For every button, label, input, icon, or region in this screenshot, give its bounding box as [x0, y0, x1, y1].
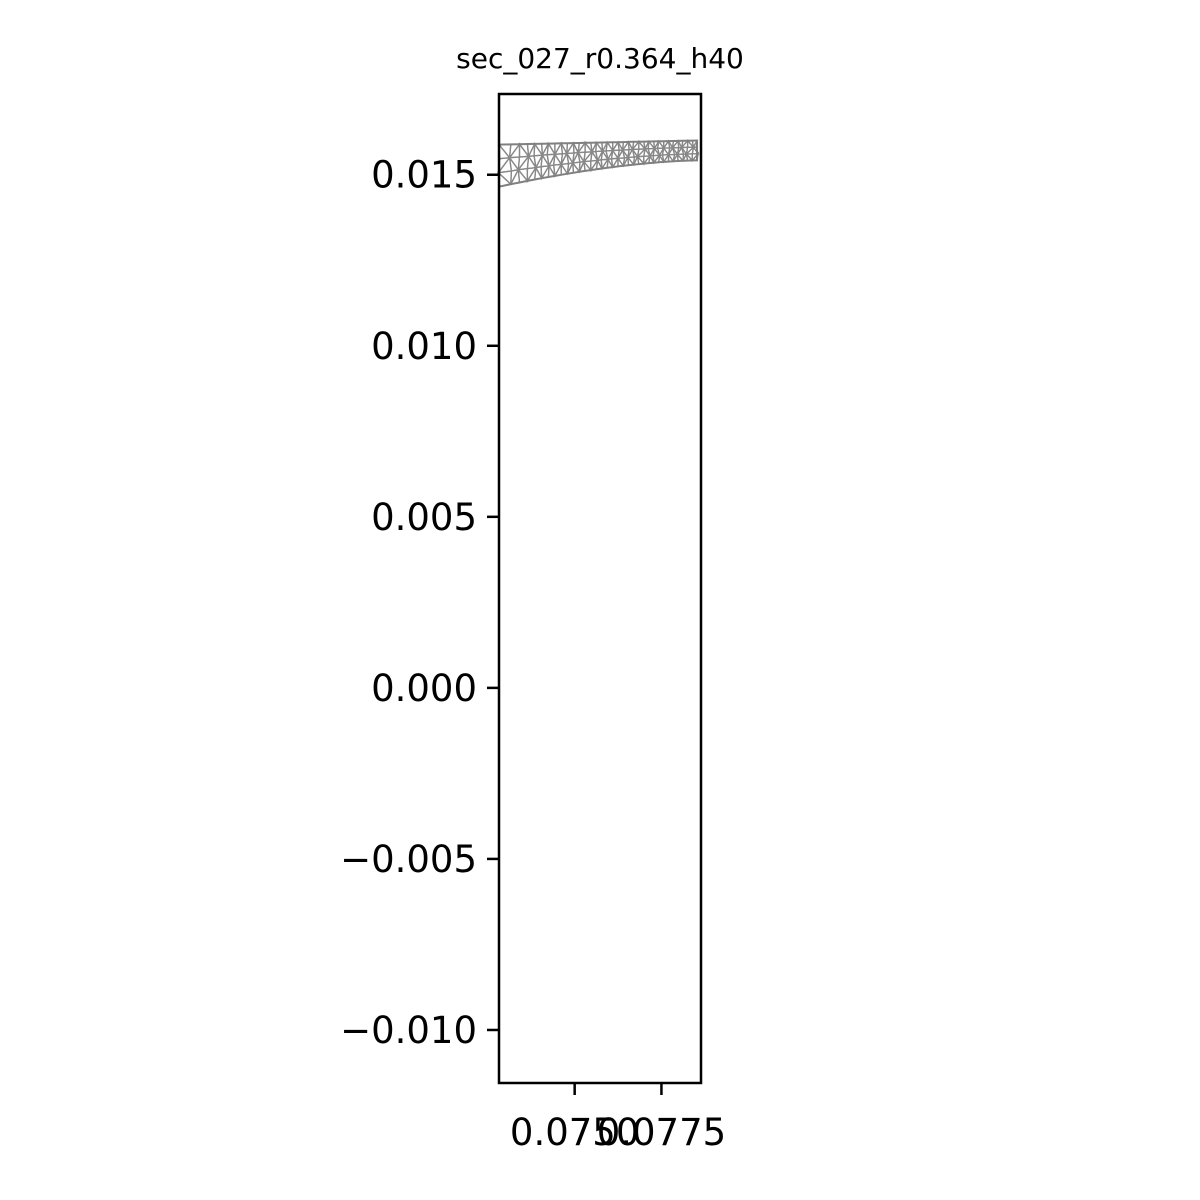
y-tick-label: −0.005	[340, 838, 477, 881]
y-tick-label: 0.015	[371, 154, 477, 197]
mesh-triangle	[552, 152, 563, 166]
mesh-triangle	[667, 140, 674, 149]
y-tick-label: 0.005	[371, 496, 477, 539]
mesh-triangle	[577, 152, 585, 163]
x-tick-label: 0.0775	[597, 1111, 726, 1154]
mesh-triangle	[546, 141, 557, 156]
plot-frame	[497, 92, 703, 1085]
y-tick-label: 0.010	[371, 325, 477, 368]
mesh-triangle	[617, 141, 624, 151]
mesh-triangle	[605, 140, 614, 152]
y-tick-label: −0.010	[340, 1009, 477, 1052]
mesh-triangle	[498, 142, 511, 160]
mesh-triangle	[533, 141, 544, 157]
mesh-triangle	[627, 141, 634, 151]
y-tick-label: 0.000	[371, 667, 477, 710]
mesh-triangle	[508, 157, 520, 172]
mesh-triangle	[572, 142, 580, 154]
mesh-layer	[496, 138, 700, 188]
mesh-triangle	[677, 140, 683, 149]
y-axis: 0.015 0.010 0.005 0.000 −0.005 −0.010	[340, 154, 499, 1052]
mesh-outline	[498, 139, 698, 188]
mesh-triangle	[661, 146, 670, 156]
mesh-triangle	[610, 148, 620, 160]
mesh-triangle	[656, 139, 665, 149]
mesh-triangle	[622, 149, 630, 159]
x-tick-label: 0.0750	[510, 1111, 639, 1154]
chart-title: sec_027_r0.364_h40	[456, 42, 744, 75]
mesh-triangle	[566, 153, 574, 165]
mesh-triangle	[560, 142, 568, 155]
